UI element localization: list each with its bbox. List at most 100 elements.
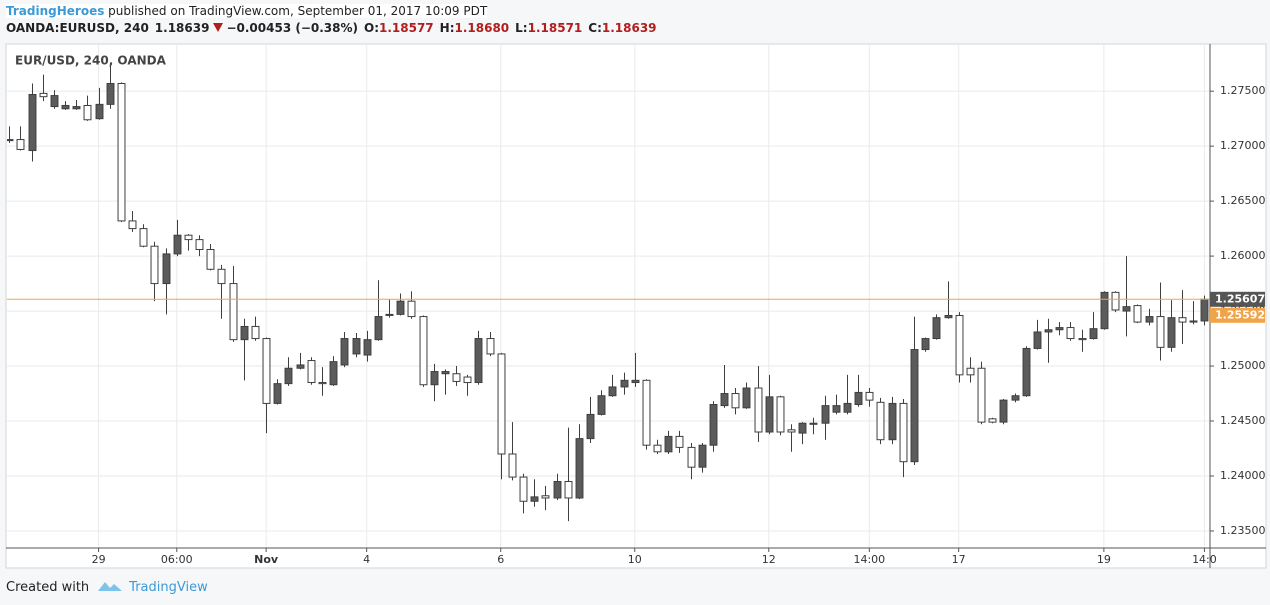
- candle-body: [307, 360, 316, 384]
- candle-body: [1100, 291, 1109, 330]
- x-tick-label: 14:0: [1192, 553, 1217, 566]
- candle-body: [7, 139, 14, 142]
- candle-body: [83, 104, 92, 121]
- candle-body: [1189, 320, 1198, 323]
- symbol-line: OANDA:EURUSD, 240 1.18639 −0.00453 (−0.38%…: [6, 21, 657, 35]
- ohlc-label: H:: [439, 21, 455, 35]
- y-tick-label: 1.26500: [1220, 194, 1266, 207]
- tv-logo: [98, 582, 123, 591]
- candle-body: [821, 405, 830, 424]
- candle-body: [1122, 306, 1131, 312]
- candle-body: [128, 220, 137, 230]
- author[interactable]: TradingHeroes: [6, 4, 105, 18]
- candle-body: [809, 422, 818, 425]
- candle-body: [553, 480, 562, 499]
- candle-body: [765, 396, 774, 433]
- candle-body: [944, 314, 953, 319]
- candle-body: [385, 313, 394, 316]
- candle-body: [698, 444, 707, 468]
- x-tick-label: 17: [952, 553, 966, 566]
- x-tick-label: 6: [497, 553, 504, 566]
- down-arrow: [213, 23, 224, 32]
- x-tick-label: 14:00: [853, 553, 885, 566]
- candle-body: [865, 391, 874, 401]
- candle-body: [1167, 317, 1176, 348]
- candle-body: [620, 379, 629, 388]
- candle-body: [474, 338, 483, 384]
- candle-body: [575, 438, 584, 499]
- candle-body: [1145, 316, 1154, 323]
- candle-body: [1133, 305, 1142, 323]
- candle-body: [541, 495, 550, 499]
- x-tick-label: 12: [762, 553, 776, 566]
- footer: Created with TradingView: [6, 579, 208, 595]
- x-tick-label: 06:00: [161, 553, 193, 566]
- candle-body: [329, 361, 338, 386]
- candle-body: [899, 402, 908, 463]
- candle-body: [251, 325, 260, 340]
- candle-body: [262, 338, 271, 404]
- y-tick-label: 1.24000: [1220, 469, 1266, 482]
- candle-body: [1011, 395, 1020, 401]
- candle-body: [16, 139, 25, 150]
- price-label-box: [1210, 291, 1265, 307]
- candle-body: [988, 418, 997, 423]
- candle-body: [664, 435, 673, 453]
- candle-body: [843, 402, 852, 413]
- footer-brand[interactable]: TradingView: [129, 580, 208, 595]
- candle-body: [340, 338, 349, 366]
- x-tick-label: 19: [1097, 553, 1111, 566]
- candle-body: [675, 435, 684, 448]
- candle-body: [1111, 291, 1120, 311]
- footer-text: Created with: [6, 580, 90, 595]
- ohlc-label: O:: [364, 21, 379, 35]
- x-tick-label: 10: [628, 553, 642, 566]
- candle-body: [430, 371, 439, 386]
- candle-body: [731, 393, 740, 409]
- price-label: 1.25592: [1215, 308, 1265, 321]
- candle-body: [419, 316, 428, 386]
- candle-body: [463, 376, 472, 384]
- candle-body: [1089, 328, 1098, 340]
- candle-body: [396, 300, 405, 315]
- y-tick-label: 1.24500: [1220, 414, 1266, 427]
- candle-body: [284, 367, 293, 385]
- candle-body: [72, 106, 81, 110]
- x-tick-label: 4: [363, 553, 370, 566]
- candle-body: [497, 353, 506, 455]
- candle-body: [966, 367, 975, 376]
- ohlc-label: C:: [588, 21, 602, 35]
- candle-body: [106, 82, 115, 105]
- chart-panel: [5, 43, 1267, 569]
- candle-body: [374, 316, 383, 341]
- candle-body: [564, 480, 573, 499]
- candle-body: [709, 404, 718, 446]
- candle-body: [999, 399, 1008, 423]
- candle-body: [977, 367, 986, 423]
- candle-body: [441, 371, 450, 375]
- candle-body: [854, 391, 863, 406]
- candle-body: [876, 401, 885, 441]
- candle-body: [39, 92, 48, 98]
- candle-body: [921, 338, 930, 351]
- candle-body: [318, 382, 327, 385]
- candle-body: [352, 338, 361, 355]
- candle-body: [1078, 338, 1087, 341]
- candle-body: [229, 283, 238, 341]
- ohlc-value: 1.18639: [601, 21, 657, 35]
- candle-body: [597, 395, 606, 415]
- candle-body: [1055, 327, 1064, 331]
- ohlc-label: L:: [515, 21, 528, 35]
- candle-body: [1066, 327, 1075, 340]
- candle-body: [452, 373, 461, 382]
- candle-body: [776, 396, 785, 433]
- candle-body: [687, 446, 696, 468]
- price-label-box: [1210, 307, 1265, 323]
- candle-body: [720, 393, 729, 407]
- candle-body: [1200, 298, 1209, 322]
- candle-body: [217, 268, 226, 285]
- candle-body: [95, 103, 104, 120]
- candle-body: [486, 338, 495, 355]
